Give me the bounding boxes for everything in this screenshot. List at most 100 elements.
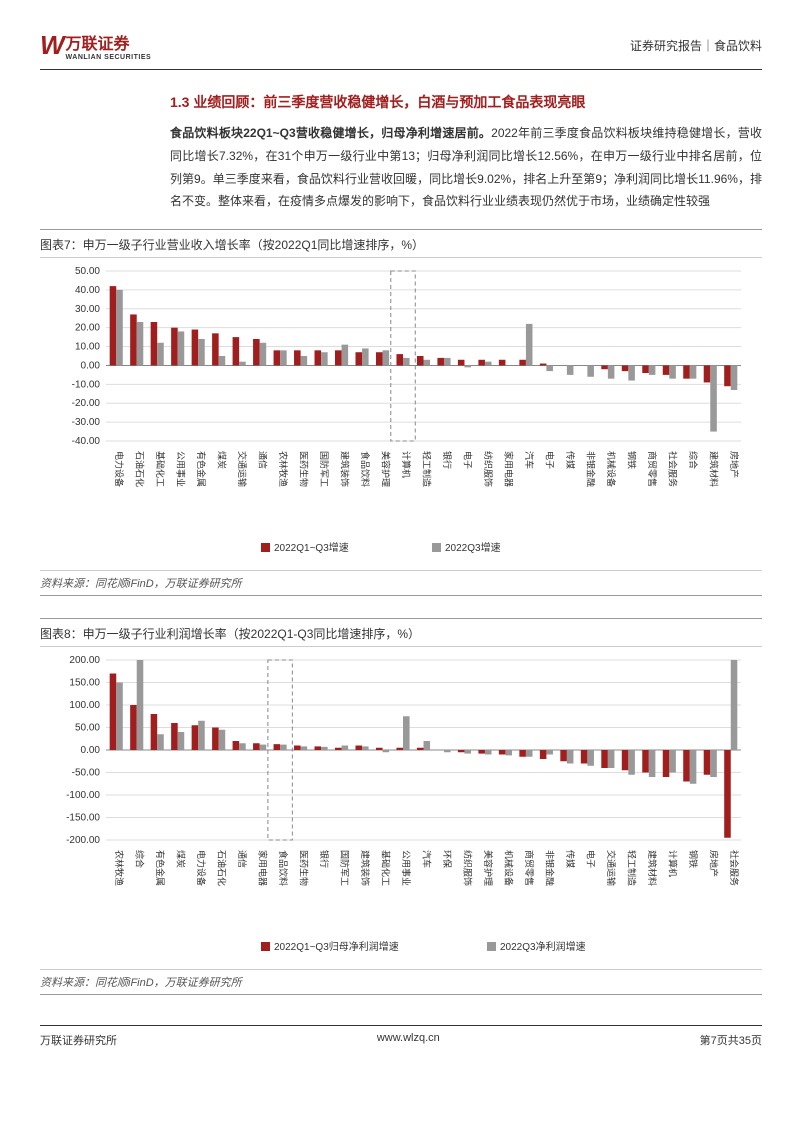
chart8-source: 资料来源：同花顺iFinD，万联证券研究所 [40, 969, 762, 995]
section-title: 1.3 业绩回顾：前三季度营收稳健增长，白酒与预加工食品表现亮眼 [170, 92, 762, 112]
svg-text:食品饮料: 食品饮料 [278, 850, 289, 886]
chart8-svg: -200.00 -150.00 -100.00 -50.00 0.00 50.00 100.… [51, 655, 751, 965]
svg-text:轻工制造: 轻工制造 [422, 451, 433, 487]
svg-text:2022Q3净利润增速: 2022Q3净利润增速 [500, 940, 586, 953]
svg-text:电子: 电子 [585, 850, 596, 868]
svg-text:-20.00: -20.00 [72, 398, 101, 409]
page-header: W 万联证券 WANLIAN SECURITIES 证券研究报告｜食品饮料 [40, 30, 762, 70]
svg-text:石油石化: 石油石化 [217, 850, 228, 886]
svg-text:纺织服饰: 纺织服饰 [462, 850, 473, 886]
svg-text:-150.00: -150.00 [66, 813, 100, 824]
svg-text:基础化工: 基础化工 [381, 850, 392, 886]
page-footer: 万联证券研究所 www.wlzq.cn 第7页共35页 [40, 1025, 762, 1048]
svg-text:电子: 电子 [462, 451, 473, 469]
svg-text:-50.00: -50.00 [72, 768, 101, 779]
svg-text:基础化工: 基础化工 [155, 451, 166, 487]
svg-text:轻工制造: 轻工制造 [626, 850, 637, 886]
para-lead: 食品饮料板块22Q1~Q3营收稳健增长，归母净利增速居前。 [170, 126, 491, 140]
svg-text:非银金融: 非银金融 [544, 850, 555, 886]
svg-text:房地产: 房地产 [708, 850, 719, 877]
svg-text:电力设备: 电力设备 [196, 850, 207, 886]
footer-mid: www.wlzq.cn [377, 1032, 440, 1048]
chart8-title: 图表8：申万一级子行业利润增长率（按2022Q1-Q3同比增速排序，%） [40, 619, 762, 646]
svg-text:有色金属: 有色金属 [155, 850, 166, 886]
chart7-title: 图表7：申万一级子行业营业收入增长率（按2022Q1同比增速排序，%） [40, 230, 762, 257]
footer-right: 第7页共35页 [700, 1032, 762, 1048]
svg-text:100.00: 100.00 [69, 700, 100, 711]
svg-text:非银金融: 非银金融 [585, 451, 596, 487]
svg-text:环保: 环保 [442, 850, 453, 868]
svg-text:建筑装饰: 建筑装饰 [340, 451, 351, 487]
svg-text:2022Q1~Q3增速: 2022Q1~Q3增速 [274, 541, 349, 554]
svg-text:房地产: 房地产 [729, 451, 740, 478]
header-right: 证券研究报告｜食品饮料 [630, 37, 762, 54]
chart7-block: 图表7：申万一级子行业营业收入增长率（按2022Q1同比增速排序，%） -40.… [40, 229, 762, 596]
logo-mark: W [40, 30, 62, 61]
svg-text:纺织服饰: 纺织服饰 [483, 451, 494, 487]
svg-text:40.00: 40.00 [75, 285, 100, 296]
svg-text:50.00: 50.00 [75, 723, 100, 734]
svg-text:-30.00: -30.00 [72, 417, 101, 428]
svg-text:国防军工: 国防军工 [319, 451, 330, 487]
svg-text:建筑材料: 建筑材料 [708, 451, 719, 487]
svg-text:-200.00: -200.00 [66, 835, 100, 846]
svg-text:交通运输: 交通运输 [606, 850, 617, 886]
logo-text-en: WANLIAN SECURITIES [66, 54, 152, 61]
svg-text:通信: 通信 [237, 850, 248, 868]
svg-text:电力设备: 电力设备 [114, 451, 125, 487]
svg-text:计算机: 计算机 [667, 850, 678, 877]
svg-text:50.00: 50.00 [75, 266, 100, 277]
svg-text:150.00: 150.00 [69, 678, 100, 689]
svg-text:汽车: 汽车 [524, 451, 535, 469]
svg-text:机械设备: 机械设备 [606, 451, 617, 487]
svg-text:石油石化: 石油石化 [135, 451, 146, 487]
footer-left: 万联证券研究所 [40, 1032, 117, 1048]
svg-text:交通运输: 交通运输 [237, 451, 248, 487]
svg-text:家用电器: 家用电器 [258, 850, 269, 886]
svg-text:煤炭: 煤炭 [176, 850, 187, 868]
svg-text:家用电器: 家用电器 [503, 451, 514, 487]
svg-text:建筑装饰: 建筑装饰 [360, 850, 371, 886]
svg-text:钢铁: 钢铁 [688, 850, 699, 868]
svg-text:建筑材料: 建筑材料 [647, 850, 658, 886]
svg-text:机械设备: 机械设备 [503, 850, 514, 886]
svg-text:农林牧渔: 农林牧渔 [114, 850, 125, 886]
svg-text:食品饮料: 食品饮料 [360, 451, 371, 487]
svg-text:电子: 电子 [544, 451, 555, 469]
svg-text:2022Q3增速: 2022Q3增速 [445, 541, 501, 554]
chart8-block: 图表8：申万一级子行业利润增长率（按2022Q1-Q3同比增速排序，%） -20… [40, 618, 762, 995]
svg-text:商贸零售: 商贸零售 [647, 451, 658, 487]
svg-text:-10.00: -10.00 [72, 380, 101, 391]
svg-text:社会服务: 社会服务 [729, 850, 740, 886]
chart7-svg: -40.00 -30.00 -20.00 -10.00 0.00 10.00 20.00 30… [51, 266, 751, 566]
svg-text:20.00: 20.00 [75, 323, 100, 334]
svg-text:计算机: 计算机 [401, 451, 412, 478]
svg-text:钢铁: 钢铁 [626, 451, 637, 469]
svg-text:综合: 综合 [688, 451, 699, 469]
svg-text:综合: 综合 [135, 850, 146, 868]
svg-text:汽车: 汽车 [422, 850, 433, 868]
svg-text:美容护理: 美容护理 [381, 451, 392, 487]
svg-text:商贸零售: 商贸零售 [524, 850, 535, 886]
svg-text:0.00: 0.00 [81, 361, 101, 372]
svg-text:煤炭: 煤炭 [217, 451, 228, 469]
chart7-source: 资料来源：同花顺iFinD，万联证券研究所 [40, 570, 762, 596]
svg-text:公用事业: 公用事业 [176, 451, 187, 487]
svg-text:美容护理: 美容护理 [483, 850, 494, 886]
svg-text:传媒: 传媒 [565, 451, 576, 469]
svg-text:传媒: 传媒 [565, 850, 576, 868]
svg-text:医药生物: 医药生物 [299, 451, 310, 487]
svg-text:0.00: 0.00 [81, 745, 101, 756]
svg-text:-100.00: -100.00 [66, 790, 100, 801]
svg-text:银行: 银行 [319, 850, 330, 868]
svg-text:国防军工: 国防军工 [340, 850, 351, 886]
svg-text:通信: 通信 [258, 451, 269, 469]
svg-text:30.00: 30.00 [75, 304, 100, 315]
logo: W 万联证券 WANLIAN SECURITIES [40, 30, 151, 61]
svg-text:10.00: 10.00 [75, 342, 100, 353]
svg-text:公用事业: 公用事业 [401, 850, 412, 886]
svg-text:200.00: 200.00 [69, 655, 100, 666]
svg-text:-40.00: -40.00 [72, 436, 101, 447]
svg-text:银行: 银行 [442, 451, 453, 469]
svg-text:农林牧渔: 农林牧渔 [278, 451, 289, 487]
